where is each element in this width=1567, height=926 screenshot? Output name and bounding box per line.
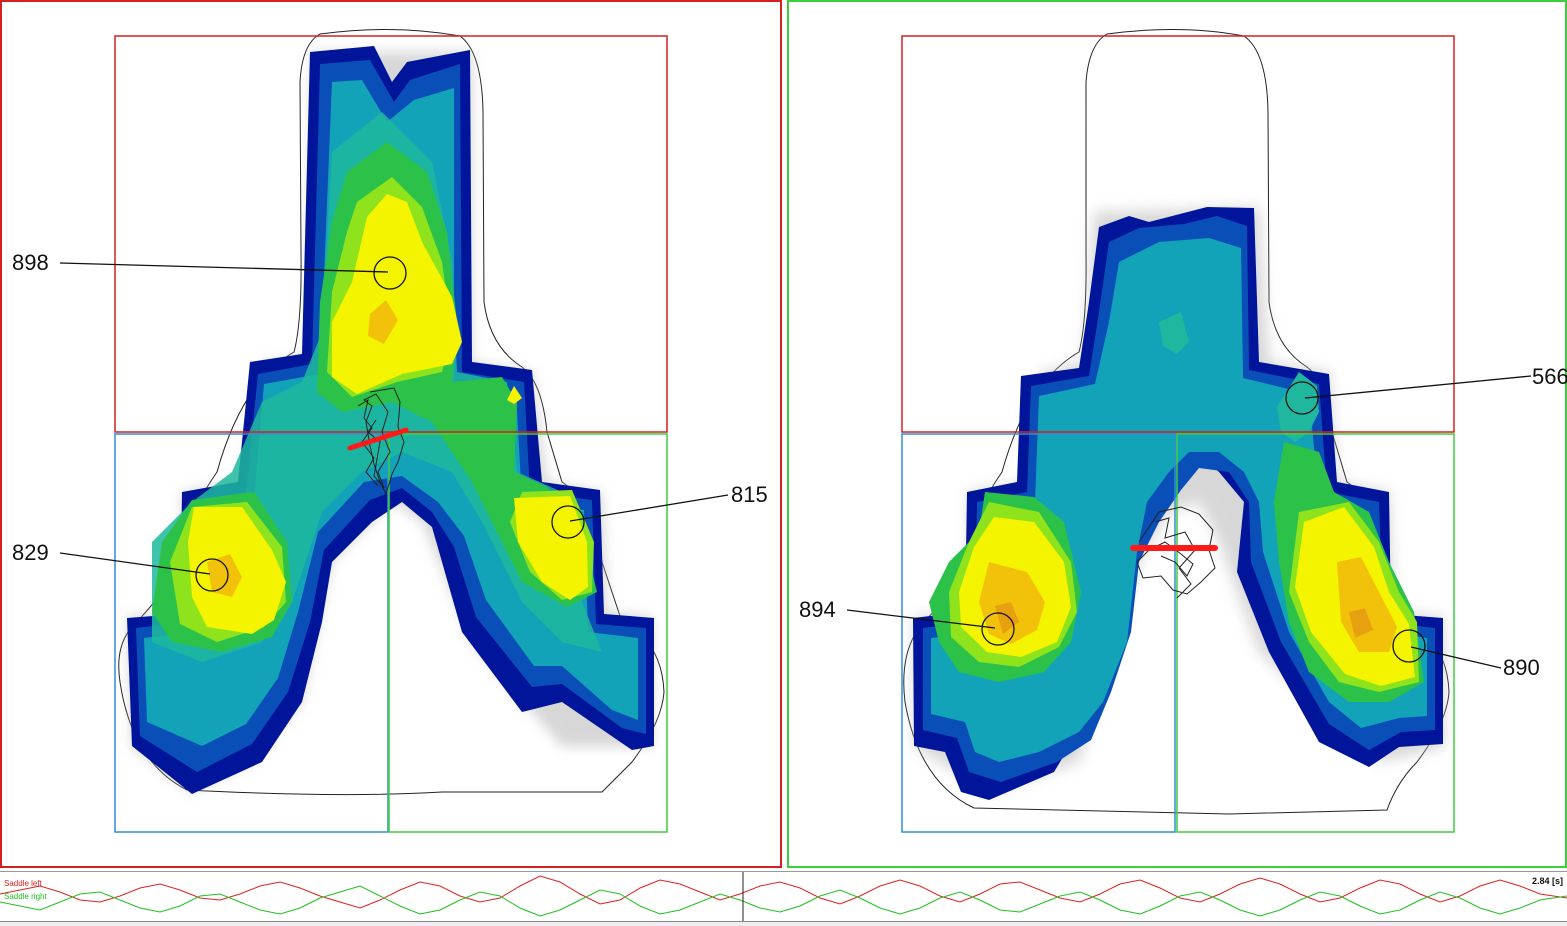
right-pressure-map bbox=[846, 28, 1532, 833]
rear-left-zone-box bbox=[114, 433, 389, 833]
peak-marker-rear-left bbox=[195, 558, 229, 592]
rear-right-zone-box bbox=[388, 433, 668, 833]
saddle-right-series bbox=[0, 885, 1567, 917]
rear-left-zone-box bbox=[901, 433, 1176, 833]
cop-trace bbox=[363, 387, 405, 496]
peak-value-front: 566 bbox=[1532, 364, 1567, 389]
peak-marker-rear-right bbox=[551, 505, 585, 539]
legend-saddle-right: Saddle right bbox=[4, 892, 47, 901]
cop-balance-bar bbox=[347, 427, 409, 451]
rear-right-zone-box bbox=[1176, 433, 1455, 833]
left-pressure-map bbox=[59, 28, 729, 833]
peak-value-rear-left: 894 bbox=[799, 597, 836, 622]
front-zone-box bbox=[114, 35, 668, 433]
peak-value-rear-right: 890 bbox=[1503, 655, 1540, 680]
timeline-graph bbox=[0, 872, 1567, 922]
peak-value-rear-left: 829 bbox=[12, 540, 49, 565]
saddle-outline bbox=[118, 28, 665, 796]
timeline-strip[interactable]: Saddle left Saddle right 2.84 [s] bbox=[0, 871, 1567, 922]
saddle-left-series bbox=[0, 875, 1567, 909]
front-zone-box bbox=[901, 35, 1455, 433]
legend-saddle-left: Saddle left bbox=[4, 879, 42, 888]
peak-value-front: 898 bbox=[12, 250, 49, 275]
left-saddle-panel[interactable]: 898 829 815 bbox=[0, 0, 782, 868]
time-readout: 2.84 [s] bbox=[1531, 876, 1563, 886]
peak-marker-rear-left bbox=[981, 612, 1015, 646]
cop-trace bbox=[1136, 506, 1216, 595]
peak-value-rear-right: 815 bbox=[731, 482, 768, 507]
peak-marker-rear-right bbox=[1392, 629, 1426, 663]
bottom-scrollbar[interactable] bbox=[0, 921, 1567, 926]
peak-marker-front bbox=[1285, 381, 1319, 415]
right-saddle-panel[interactable]: 566 894 890 bbox=[787, 0, 1567, 868]
peak-marker-front bbox=[373, 256, 407, 290]
